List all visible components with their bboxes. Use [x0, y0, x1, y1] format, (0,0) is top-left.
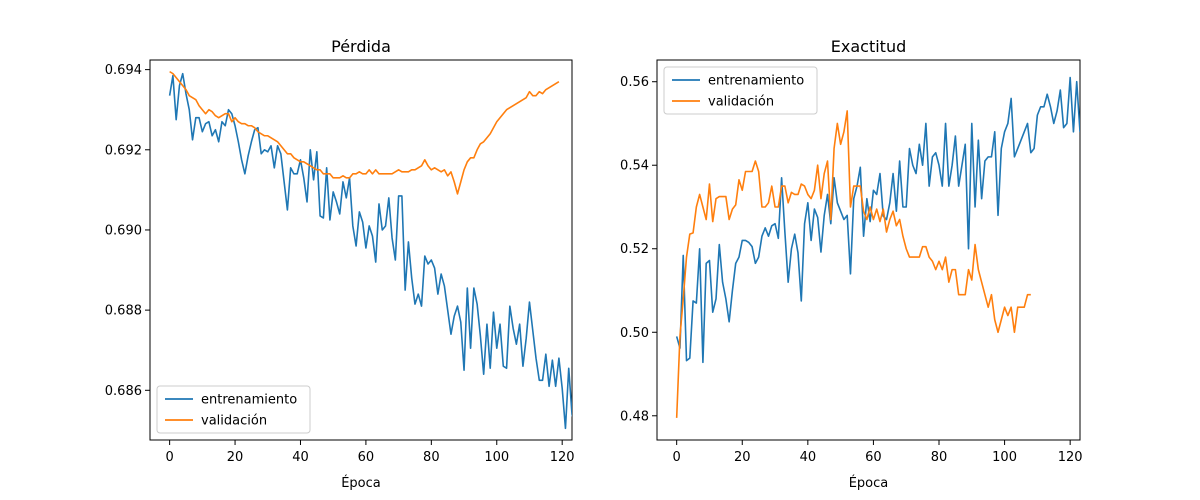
loss-y-tick-label: 0.690 — [105, 223, 142, 238]
loss-y-tick-label: 0.692 — [105, 143, 142, 158]
accuracy-legend-label: entrenamiento — [708, 74, 804, 89]
loss-x-tick-label: 0 — [165, 450, 173, 465]
accuracy-y-tick-label: 0.56 — [620, 75, 649, 90]
accuracy-y-tick-label: 0.52 — [620, 242, 649, 257]
accuracy-chart: Exactitud Época 0 20 40 60 80 100 120 0.48 0.50 0.5… — [620, 37, 1083, 491]
loss-y-tick-label: 0.688 — [105, 304, 142, 319]
accuracy-y-tick-label: 0.48 — [620, 409, 649, 424]
loss-legend-label: entrenamiento — [201, 393, 297, 408]
accuracy-legend: entrenamiento validación — [663, 66, 818, 115]
loss-legend-box — [156, 385, 311, 434]
accuracy-x-axis-label: Época — [849, 475, 889, 491]
accuracy-chart-title: Exactitud — [831, 37, 906, 56]
accuracy-plot-frame — [656, 59, 1081, 441]
loss-y-tick-label: 0.694 — [105, 63, 142, 78]
loss-x-tick-label: 40 — [292, 450, 309, 465]
accuracy-x-tick-label: 60 — [865, 450, 882, 465]
loss-x-tick-label: 80 — [423, 450, 440, 465]
loss-legend-label: validación — [201, 414, 267, 429]
loss-legend: entrenamiento validación — [156, 385, 311, 434]
accuracy-x-tick-label: 120 — [1058, 450, 1083, 465]
accuracy-x-tick-label: 40 — [800, 450, 817, 465]
loss-x-axis-label: Época — [341, 475, 381, 491]
accuracy-x-tick-label: 100 — [992, 450, 1017, 465]
accuracy-y-tick-label: 0.50 — [620, 326, 649, 341]
accuracy-legend-box — [663, 66, 818, 115]
accuracy-x-tick-label: 20 — [734, 450, 751, 465]
loss-x-tick-label: 120 — [550, 450, 575, 465]
loss-series-line-validation — [169, 70, 560, 195]
loss-x-tick-label: 20 — [227, 450, 244, 465]
accuracy-x-tick-label: 0 — [673, 450, 681, 465]
accuracy-x-tick-label: 80 — [931, 450, 948, 465]
accuracy-series-line-validation — [675, 110, 1031, 418]
loss-plot-frame — [149, 59, 573, 441]
loss-x-tick-label: 60 — [358, 450, 375, 465]
loss-y-tick-label: 0.686 — [105, 384, 142, 399]
loss-x-tick-label: 100 — [484, 450, 509, 465]
accuracy-series-line-training — [675, 76, 1080, 364]
loss-series-line-training — [168, 72, 572, 430]
loss-chart-title: Pérdida — [331, 37, 391, 56]
accuracy-y-tick-label: 0.54 — [620, 159, 649, 174]
accuracy-legend-label: validación — [708, 95, 774, 110]
loss-chart: Pérdida Época 0 20 40 60 80 100 120 0.686 0.688 0.6… — [105, 37, 575, 491]
